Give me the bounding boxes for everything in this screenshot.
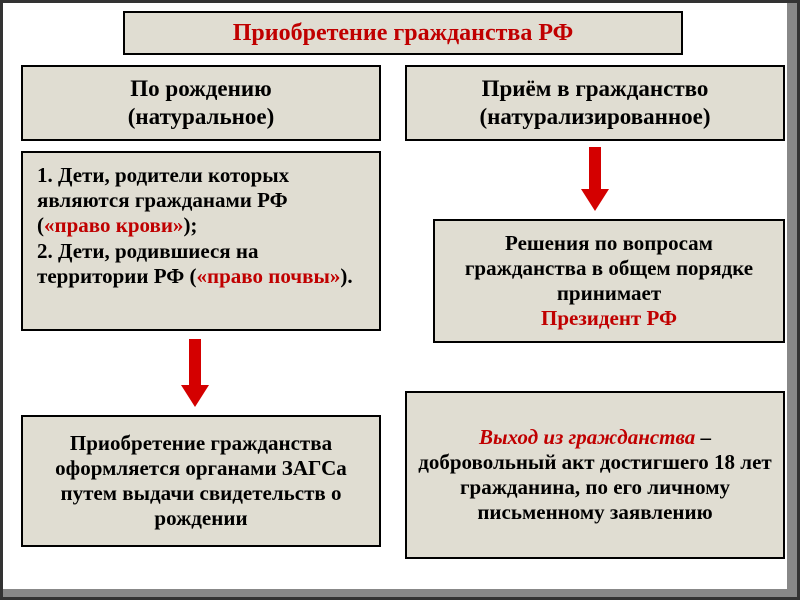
item1-red: «право крови» xyxy=(44,213,183,237)
sub-left-line2: (натуральное) xyxy=(128,103,275,131)
bottom-right-red: Выход из гражданства xyxy=(479,425,695,449)
diagram-frame: Приобретение гражданства РФ По рождению … xyxy=(0,0,800,600)
detail-left-item1: 1. Дети, родители которых являются гражд… xyxy=(37,163,365,239)
frame-shadow-bottom xyxy=(3,589,797,597)
sub-left-line1: По рождению xyxy=(130,75,271,103)
title-box: Приобретение гражданства РФ xyxy=(123,11,683,55)
title-text: Приобретение гражданства РФ xyxy=(233,19,573,48)
detail-right-red: Президент РФ xyxy=(541,306,677,331)
bottom-left-text: Приобретение гражданства оформляется орг… xyxy=(33,431,369,532)
item1-suffix: ); xyxy=(183,213,197,237)
detail-president: Решения по вопросам гражданства в общем … xyxy=(433,219,785,343)
detail-by-birth: 1. Дети, родители которых являются гражд… xyxy=(21,151,381,331)
detail-left-item2: 2. Дети, родившиеся на территории РФ («п… xyxy=(37,239,365,289)
arrow-down-right xyxy=(581,147,609,211)
bottom-zags: Приобретение гражданства оформляется орг… xyxy=(21,415,381,547)
detail-right-text: Решения по вопросам гражданства в общем … xyxy=(445,231,773,307)
arrow-head-icon xyxy=(581,189,609,211)
item2-suffix: ). xyxy=(340,264,352,288)
item2-red: «право почвы» xyxy=(197,264,341,288)
subheading-by-birth: По рождению (натуральное) xyxy=(21,65,381,141)
arrow-shaft xyxy=(189,339,201,385)
bottom-exit-citizenship: Выход из гражданства – добровольный акт … xyxy=(405,391,785,559)
frame-shadow-right xyxy=(787,3,797,597)
sub-right-line2: (натурализированное) xyxy=(480,103,711,131)
bottom-right-content: Выход из гражданства – добровольный акт … xyxy=(417,425,773,526)
arrow-down-left xyxy=(181,339,209,407)
sub-right-line1: Приём в гражданство xyxy=(482,75,709,103)
arrow-shaft xyxy=(589,147,601,189)
arrow-head-icon xyxy=(181,385,209,407)
subheading-naturalization: Приём в гражданство (натурализированное) xyxy=(405,65,785,141)
